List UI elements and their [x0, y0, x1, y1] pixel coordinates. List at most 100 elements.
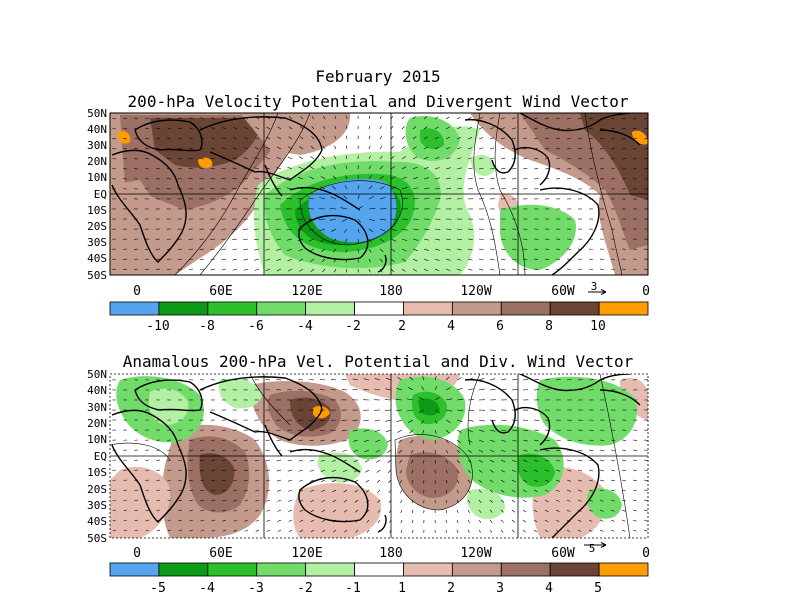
wind-vector	[134, 158, 139, 160]
wind-vector	[298, 439, 304, 442]
wind-vector	[390, 186, 397, 190]
wind-vector	[456, 509, 459, 514]
wind-vector	[276, 459, 282, 462]
wind-vector	[434, 386, 438, 391]
wind-vector	[500, 489, 505, 493]
wind-vector	[511, 389, 518, 391]
wind-vector	[210, 147, 216, 150]
wind-vector	[401, 268, 406, 272]
wind-vector	[368, 196, 374, 200]
wind-vector	[357, 238, 359, 243]
wind-vector	[533, 147, 539, 150]
wind-vector	[345, 248, 348, 253]
wind-vector	[511, 479, 516, 483]
wind-vector	[330, 378, 337, 381]
wind-vector	[266, 479, 271, 482]
wind-vector	[145, 499, 150, 501]
wind-vector	[445, 469, 448, 474]
wind-vector	[123, 268, 128, 270]
wind-vector	[379, 155, 383, 160]
wind-vector	[200, 479, 205, 482]
wind-vector	[287, 479, 293, 482]
wind-vector	[375, 449, 381, 453]
wind-vector	[422, 449, 425, 454]
wind-vector	[363, 388, 370, 391]
wind-vector	[345, 155, 348, 160]
wind-vector	[544, 127, 549, 130]
wind-vector	[643, 128, 648, 130]
wind-vector	[390, 197, 397, 200]
wind-vector	[478, 238, 484, 240]
wind-vector	[456, 177, 462, 180]
wind-vector	[412, 166, 418, 170]
wind-vector	[456, 147, 462, 150]
wind-vector	[343, 489, 348, 493]
wind-vector	[341, 429, 348, 432]
wind-vector	[632, 118, 637, 120]
wind-vector	[400, 529, 403, 533]
colorbar-swatch	[305, 562, 355, 577]
wind-vector	[467, 529, 470, 533]
wind-vector	[368, 165, 372, 170]
wind-vector	[489, 157, 495, 160]
wind-vector	[112, 117, 117, 120]
wind-vector	[632, 489, 637, 492]
wind-vector	[297, 187, 304, 190]
wind-vector	[309, 379, 315, 381]
wind-vector	[522, 127, 527, 130]
wind-vector	[178, 469, 183, 471]
wind-vector	[253, 228, 260, 230]
wind-vector	[467, 188, 473, 190]
wind-vector	[467, 177, 473, 180]
wind-vector	[333, 268, 337, 273]
wind-vector	[599, 117, 604, 120]
wind-vector	[445, 136, 450, 140]
wind-vector	[332, 238, 337, 243]
wind-vector	[244, 116, 249, 120]
wind-vector	[321, 155, 326, 160]
wind-vector	[456, 449, 461, 454]
wind-vector	[621, 459, 627, 461]
wind-vector	[544, 489, 549, 492]
wind-vector	[423, 258, 429, 262]
wind-vector	[342, 459, 348, 462]
wind-vector	[643, 118, 648, 120]
wind-vector	[412, 146, 417, 150]
wind-vector	[345, 165, 348, 170]
wind-vector	[577, 459, 583, 462]
wind-vector	[352, 419, 359, 421]
wind-vector	[423, 167, 429, 170]
colorbar-swatch	[354, 301, 404, 316]
wind-vector	[288, 529, 293, 532]
wind-vector	[566, 469, 572, 472]
wind-vector	[401, 136, 406, 140]
wind-vector	[500, 268, 506, 271]
wind-vector	[377, 529, 381, 533]
wind-vector	[123, 137, 128, 140]
wind-vector	[610, 519, 615, 522]
wind-vector	[456, 238, 462, 241]
wind-vector	[610, 499, 615, 502]
wind-vector	[319, 197, 326, 200]
wind-vector	[456, 419, 463, 423]
wind-vector	[478, 429, 485, 432]
wind-vector	[145, 147, 150, 150]
wind-vector	[478, 127, 483, 130]
wind-vector	[233, 529, 238, 532]
wind-vector	[500, 378, 507, 381]
wind-vector	[379, 218, 387, 221]
wind-vector	[343, 228, 348, 233]
colorbar-swatch	[403, 562, 453, 577]
wind-vector	[265, 469, 271, 472]
wind-vector	[167, 137, 172, 140]
wind-vector	[329, 218, 337, 221]
wind-vector	[334, 145, 337, 150]
wind-vector	[199, 167, 205, 170]
wind-vector	[343, 479, 348, 483]
wind-vector	[456, 116, 461, 120]
wind-vector	[389, 519, 392, 523]
wind-vector	[599, 148, 604, 150]
wind-vector	[406, 409, 414, 412]
wind-vector	[341, 378, 348, 381]
wind-vector	[632, 128, 637, 130]
